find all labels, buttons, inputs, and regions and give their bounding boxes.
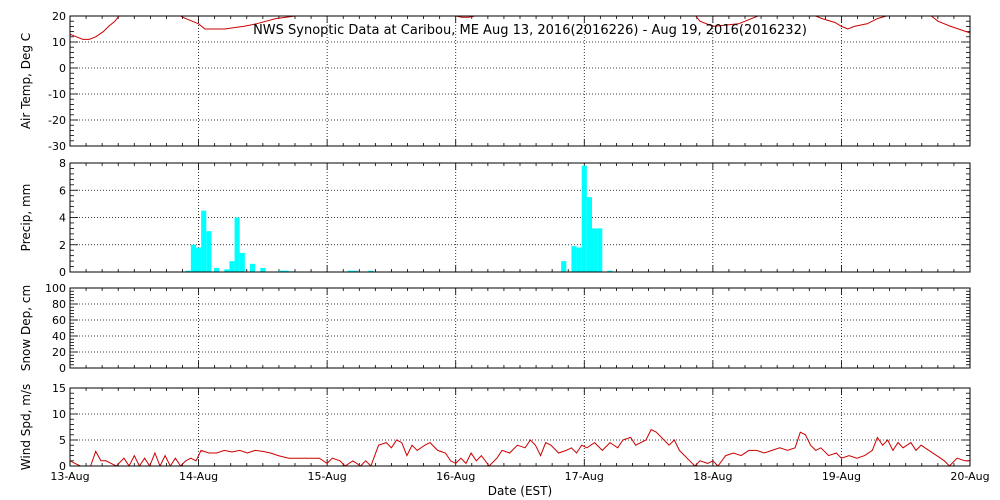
- precip-y-axis-label: Precip, mm: [19, 184, 33, 252]
- snow-depth-frame: [69, 287, 971, 369]
- precip-bar: [214, 267, 220, 272]
- precip-bar: [561, 261, 567, 272]
- snow-depth-y-tick-label: 40: [52, 330, 66, 343]
- precip-bar: [260, 267, 266, 272]
- wind-speed-y-tick-label: 10: [52, 408, 66, 421]
- wind-speed-y-tick-label: 15: [52, 382, 66, 395]
- snow-depth-y-axis-label: Snow Dep, cm: [19, 285, 33, 371]
- precip-bar: [571, 246, 577, 272]
- x-tick-label: 19-Aug: [822, 470, 861, 483]
- x-tick-label: 20-Aug: [950, 470, 989, 483]
- precip-frame: [69, 162, 971, 273]
- precip-bar: [347, 270, 353, 272]
- precip-bar: [278, 270, 284, 272]
- air-temp-y-tick-label: 0: [59, 62, 66, 75]
- precip-y-tick-label: 2: [59, 239, 66, 252]
- precip-bar: [224, 269, 230, 272]
- precip-panel: 0 2 4 6 8 Precip, mm: [19, 157, 971, 279]
- chart-title: NWS Synoptic Data at Caribou, ME Aug 13,…: [253, 23, 807, 38]
- snow-depth-y-tick-label: 20: [52, 346, 66, 359]
- precip-bar: [597, 228, 603, 272]
- air-temp-panel: -30 -20 -10 0 10 20 Air Temp, Deg C: [19, 10, 971, 153]
- x-tick-labels: 13-Aug 14-Aug 15-Aug 16-Aug 17-Aug 18-Aug 19-A…: [50, 470, 989, 483]
- precip-bar: [352, 270, 358, 272]
- snow-depth-y-tick-label: 100: [45, 282, 66, 295]
- air-temp-y-tick-label: -10: [48, 88, 66, 101]
- precip-bar: [250, 263, 256, 272]
- precip-bar: [368, 270, 374, 272]
- precip-bar: [576, 247, 582, 272]
- precip-y-tick-label: 8: [59, 157, 66, 170]
- wind-speed-y-axis-label: Wind Spd, m/s: [19, 384, 33, 470]
- precip-bar: [581, 165, 587, 272]
- precip-bar: [586, 197, 592, 272]
- snow-depth-y-tick-label: 80: [52, 298, 66, 311]
- x-tick-label: 17-Aug: [565, 470, 604, 483]
- precip-bar: [592, 228, 598, 272]
- precip-bar: [283, 270, 289, 272]
- snow-depth-y-tick-label: 0: [59, 362, 66, 375]
- air-temp-y-tick-label: -20: [48, 114, 66, 127]
- wind-speed-panel: 0 5 10 15 Wind Spd, m/s: [19, 382, 971, 473]
- wind-speed-frame: [69, 387, 971, 467]
- snow-depth-y-tick-label: 60: [52, 314, 66, 327]
- precip-bar: [607, 270, 613, 272]
- air-temp-y-tick-label: 20: [52, 10, 66, 23]
- precip-bar: [185, 270, 191, 272]
- air-temp-y-tick-label: -30: [48, 140, 66, 153]
- air-temp-y-tick-label: 10: [52, 36, 66, 49]
- x-tick-label: 14-Aug: [179, 470, 218, 483]
- precip-bar: [196, 247, 202, 272]
- air-temp-y-axis-label: Air Temp, Deg C: [19, 33, 33, 129]
- wind-speed-series-line: [70, 428, 970, 466]
- x-tick-label: 15-Aug: [308, 470, 347, 483]
- x-tick-label: 16-Aug: [436, 470, 475, 483]
- precip-y-tick-label: 4: [59, 212, 66, 225]
- precip-bar: [229, 261, 235, 272]
- snow-depth-panel: 0 20 40 60 80 100 Snow Dep, cm: [19, 282, 971, 375]
- x-tick-label: 18-Aug: [693, 470, 732, 483]
- air-temp-frame: [69, 15, 971, 147]
- precip-bar: [206, 231, 212, 272]
- precip-bar: [239, 252, 245, 272]
- panels: -30 -20 -10 0 10 20 Air Temp, Deg C 0 2 4 6 8 Precip…: [19, 10, 971, 473]
- precip-y-tick-label: 0: [59, 266, 66, 279]
- x-axis-label: Date (EST): [488, 484, 552, 498]
- precip-bar: [201, 210, 207, 272]
- air-temp-series-line: [70, 16, 970, 40]
- wind-speed-y-tick-label: 0: [59, 460, 66, 473]
- precip-y-tick-label: 6: [59, 184, 66, 197]
- precip-bar: [234, 217, 240, 272]
- x-tick-label: 13-Aug: [50, 470, 89, 483]
- wind-speed-y-tick-label: 5: [59, 434, 66, 447]
- precip-bar: [190, 244, 196, 272]
